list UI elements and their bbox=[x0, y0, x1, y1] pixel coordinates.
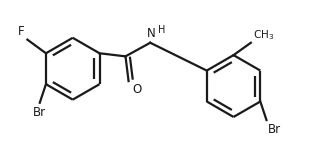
Text: N: N bbox=[147, 27, 155, 40]
Text: F: F bbox=[18, 25, 24, 38]
Text: Br: Br bbox=[268, 123, 281, 136]
Text: O: O bbox=[132, 83, 142, 96]
Text: Br: Br bbox=[33, 106, 46, 119]
Text: H: H bbox=[158, 25, 165, 35]
Text: CH$_3$: CH$_3$ bbox=[253, 28, 274, 41]
